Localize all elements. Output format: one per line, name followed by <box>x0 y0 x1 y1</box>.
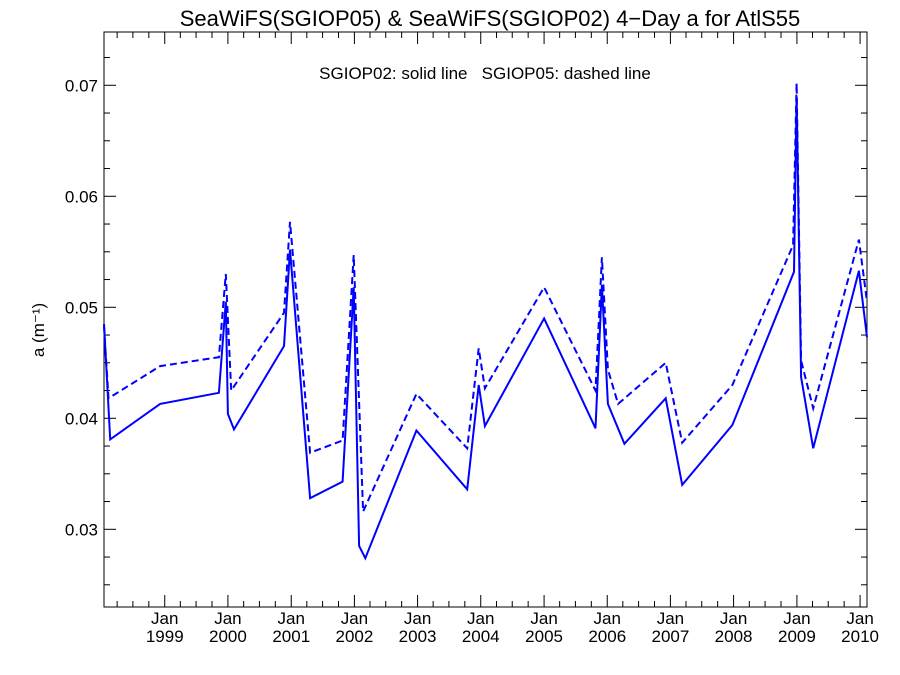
series-line-sgiop05 <box>103 83 868 512</box>
x-tick-label-year: 2008 <box>715 627 753 646</box>
tick-labels: 0.030.040.050.060.07Jan1999Jan2000Jan200… <box>65 76 879 646</box>
x-tick-label-month: Jan <box>341 609 368 628</box>
x-tick-label-month: Jan <box>151 609 178 628</box>
series-line-sgiop02 <box>103 96 868 561</box>
x-tick-label-month: Jan <box>214 609 241 628</box>
x-tick-label-year: 2007 <box>651 627 689 646</box>
line-style-legend: SGIOP02: solid line SGIOP05: dashed line <box>319 64 651 83</box>
x-tick-label-year: 1999 <box>146 627 184 646</box>
y-axis-label: a (m⁻¹) <box>29 303 48 357</box>
x-tick-label-month: Jan <box>467 609 494 628</box>
data-series <box>103 83 868 561</box>
x-tick-label-month: Jan <box>278 609 305 628</box>
x-tick-label-year: 2005 <box>525 627 563 646</box>
x-tick-label-month: Jan <box>657 609 684 628</box>
x-tick-label-month: Jan <box>594 609 621 628</box>
x-tick-label-month: Jan <box>846 609 873 628</box>
y-tick-label: 0.05 <box>65 298 98 317</box>
x-tick-label-year: 2010 <box>841 627 879 646</box>
x-tick-label-year: 2009 <box>778 627 816 646</box>
y-tick-label: 0.04 <box>65 409 98 428</box>
plot-area-frame <box>103 31 868 608</box>
x-tick-label-month: Jan <box>404 609 431 628</box>
y-tick-label: 0.07 <box>65 76 98 95</box>
x-tick-label-year: 2004 <box>462 627 500 646</box>
x-tick-label-month: Jan <box>530 609 557 628</box>
y-tick-label: 0.06 <box>65 187 98 206</box>
chart-title: SeaWiFS(SGIOP05) & SeaWiFS(SGIOP02) 4−Da… <box>180 6 801 31</box>
x-tick-label-year: 2003 <box>399 627 437 646</box>
x-tick-label-year: 2001 <box>272 627 310 646</box>
axis-ticks <box>104 32 867 607</box>
x-tick-label-year: 2002 <box>335 627 373 646</box>
x-tick-label-month: Jan <box>720 609 747 628</box>
x-tick-label-year: 2000 <box>209 627 247 646</box>
x-tick-label-month: Jan <box>783 609 810 628</box>
y-tick-label: 0.03 <box>65 520 98 539</box>
x-tick-label-year: 2006 <box>588 627 626 646</box>
